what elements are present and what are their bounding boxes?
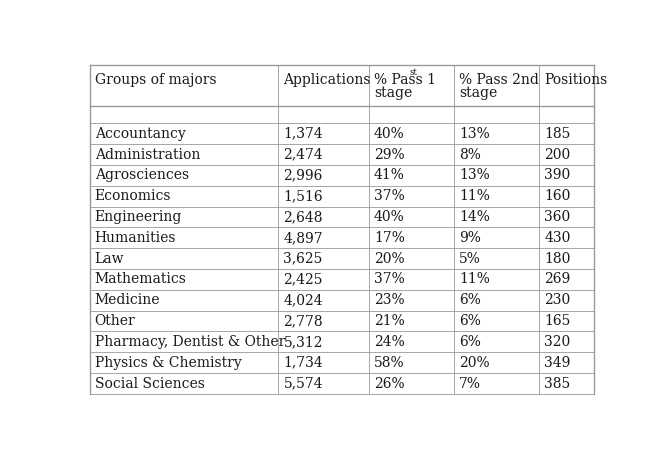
Text: Applications: Applications (283, 73, 371, 87)
Text: 2,474: 2,474 (283, 148, 323, 162)
Text: 180: 180 (544, 252, 571, 266)
Text: 40%: 40% (374, 210, 405, 224)
Text: 7%: 7% (459, 377, 481, 391)
Text: 6%: 6% (459, 314, 481, 328)
Text: 41%: 41% (374, 168, 405, 182)
Text: 2,996: 2,996 (283, 168, 323, 182)
Text: % Pass 1: % Pass 1 (374, 73, 436, 87)
Text: 430: 430 (544, 231, 571, 245)
Text: 3,625: 3,625 (283, 252, 323, 266)
Text: % Pass 2nd: % Pass 2nd (459, 73, 539, 87)
Text: 230: 230 (544, 293, 571, 307)
Text: 29%: 29% (374, 148, 404, 162)
Text: Pharmacy, Dentist & Other: Pharmacy, Dentist & Other (95, 335, 285, 349)
Text: 37%: 37% (374, 189, 405, 203)
Text: 320: 320 (544, 335, 571, 349)
Text: 11%: 11% (459, 189, 490, 203)
Text: Positions: Positions (544, 73, 608, 87)
Text: 200: 200 (544, 148, 571, 162)
Text: 349: 349 (544, 356, 571, 370)
Text: Other: Other (95, 314, 135, 328)
Text: 1,734: 1,734 (283, 356, 323, 370)
Text: Engineering: Engineering (95, 210, 182, 224)
Text: Agrosciences: Agrosciences (95, 168, 189, 182)
Text: 37%: 37% (374, 273, 405, 287)
Text: Law: Law (95, 252, 124, 266)
Text: 11%: 11% (459, 273, 490, 287)
Text: 9%: 9% (459, 231, 481, 245)
Text: 5,312: 5,312 (283, 335, 323, 349)
Text: 269: 269 (544, 273, 571, 287)
Text: 6%: 6% (459, 335, 481, 349)
Text: stage: stage (374, 86, 412, 100)
Text: Medicine: Medicine (95, 293, 160, 307)
Text: 4,024: 4,024 (283, 293, 323, 307)
Text: 2,778: 2,778 (283, 314, 323, 328)
Text: st: st (409, 69, 417, 77)
Text: 40%: 40% (374, 127, 405, 141)
Text: 8%: 8% (459, 148, 481, 162)
Text: 390: 390 (544, 168, 571, 182)
Text: 13%: 13% (459, 127, 490, 141)
Text: 17%: 17% (374, 231, 405, 245)
Text: 5,574: 5,574 (283, 377, 323, 391)
Text: Economics: Economics (95, 189, 171, 203)
Text: 4,897: 4,897 (283, 231, 323, 245)
Text: 1,374: 1,374 (283, 127, 323, 141)
Text: 13%: 13% (459, 168, 490, 182)
Text: 6%: 6% (459, 293, 481, 307)
Text: 2,648: 2,648 (283, 210, 323, 224)
Text: Humanities: Humanities (95, 231, 176, 245)
Text: 23%: 23% (374, 293, 404, 307)
Text: 20%: 20% (459, 356, 490, 370)
Text: 185: 185 (544, 127, 571, 141)
Text: Administration: Administration (95, 148, 200, 162)
Text: Physics & Chemistry: Physics & Chemistry (95, 356, 241, 370)
Text: 20%: 20% (374, 252, 404, 266)
Text: 14%: 14% (459, 210, 490, 224)
Text: 160: 160 (544, 189, 571, 203)
Text: 26%: 26% (374, 377, 404, 391)
Text: 1,516: 1,516 (283, 189, 323, 203)
Text: Accountancy: Accountancy (95, 127, 185, 141)
Text: stage: stage (459, 86, 498, 100)
Text: 360: 360 (544, 210, 571, 224)
Text: 2,425: 2,425 (283, 273, 323, 287)
Text: 58%: 58% (374, 356, 404, 370)
Text: 24%: 24% (374, 335, 405, 349)
Text: 385: 385 (544, 377, 571, 391)
Text: Social Sciences: Social Sciences (95, 377, 205, 391)
Text: Mathematics: Mathematics (95, 273, 187, 287)
Text: Groups of majors: Groups of majors (95, 73, 216, 87)
Text: 21%: 21% (374, 314, 405, 328)
Text: 165: 165 (544, 314, 571, 328)
Text: 5%: 5% (459, 252, 481, 266)
